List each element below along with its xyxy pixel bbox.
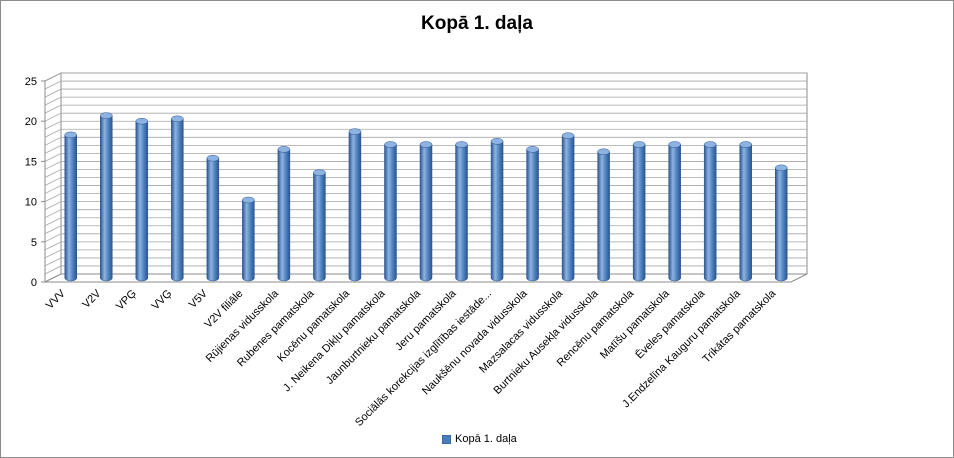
- bar: [668, 144, 681, 282]
- legend-swatch: [442, 434, 451, 444]
- x-tick-label: VPĢ: [114, 288, 139, 313]
- bar-top: [774, 164, 788, 172]
- y-tick-label: 10: [25, 197, 37, 209]
- x-tick-label: V2V: [80, 287, 104, 311]
- gridline: [44, 120, 807, 130]
- bar: [455, 144, 468, 282]
- bar-top: [242, 196, 255, 204]
- y-tick-label: 15: [25, 156, 37, 168]
- bar: [348, 131, 362, 282]
- gridline: [44, 161, 807, 170]
- gridline: [44, 96, 807, 106]
- bar-top: [703, 141, 717, 148]
- y-tick-label: 0: [31, 277, 37, 289]
- gridline: [44, 72, 807, 82]
- bar: [774, 167, 788, 282]
- bar: [490, 141, 504, 282]
- legend-label: Kopā 1. daļa: [455, 433, 517, 445]
- gridline: [44, 177, 807, 186]
- y-tick-label: 20: [25, 116, 37, 128]
- gridline: [44, 128, 807, 138]
- bar-top: [206, 154, 220, 162]
- gridline: [44, 225, 807, 235]
- bar: [135, 120, 149, 282]
- bar-top: [64, 131, 78, 139]
- bar-top: [100, 112, 113, 119]
- bar: [313, 172, 326, 282]
- bar-top: [277, 146, 291, 153]
- bar: [632, 144, 646, 282]
- bar-top: [313, 169, 326, 176]
- bar-top: [739, 141, 752, 148]
- bar-top: [455, 141, 468, 148]
- gridline: [44, 217, 807, 227]
- gridline: [44, 193, 807, 202]
- bar-top: [135, 117, 149, 125]
- bar-top: [597, 148, 610, 156]
- legend: Kopā 1. daļa: [442, 432, 517, 446]
- gridline: [44, 209, 807, 219]
- bar-top: [348, 128, 362, 135]
- gridline: [44, 233, 807, 243]
- gridline: [44, 265, 807, 275]
- bar-top: [526, 146, 539, 153]
- bar-top: [171, 115, 184, 123]
- bar-top: [490, 138, 504, 145]
- gridline: [44, 144, 807, 154]
- bar-top: [561, 132, 575, 139]
- gridline: [44, 185, 807, 194]
- bar: [597, 151, 610, 282]
- gridline: [44, 80, 807, 90]
- bar: [526, 149, 539, 282]
- bar: [277, 149, 291, 282]
- bar-top: [384, 141, 397, 148]
- x-tick-label: Jeru pamatskola: [393, 287, 459, 353]
- chart-title: Kopā 1. daļa: [421, 13, 533, 34]
- gridline: [44, 241, 807, 251]
- bar: [242, 199, 255, 282]
- gridline: [44, 112, 807, 122]
- bar: [419, 144, 433, 282]
- gridline: [44, 169, 807, 178]
- x-tick-label: VVĢ: [150, 288, 175, 313]
- bar: [64, 134, 78, 282]
- gridline: [44, 136, 807, 146]
- y-tick-label: 25: [25, 76, 37, 88]
- gridline: [44, 88, 807, 98]
- gridline: [44, 104, 807, 114]
- gridline: [44, 201, 807, 210]
- bar: [206, 157, 220, 282]
- bar-top: [632, 141, 646, 148]
- bar: [561, 135, 575, 282]
- x-tick-label: VVV: [44, 287, 69, 312]
- bar: [100, 115, 113, 282]
- bar: [384, 144, 397, 282]
- bar: [171, 118, 184, 282]
- gridline: [44, 152, 807, 162]
- bar-top: [668, 141, 681, 148]
- bar: [703, 144, 717, 282]
- bar: [739, 144, 752, 282]
- bar-top: [419, 141, 433, 148]
- x-tick-label: V5V: [187, 287, 211, 311]
- gridline: [44, 257, 807, 267]
- gridline: [44, 249, 807, 259]
- y-tick-label: 5: [31, 237, 37, 249]
